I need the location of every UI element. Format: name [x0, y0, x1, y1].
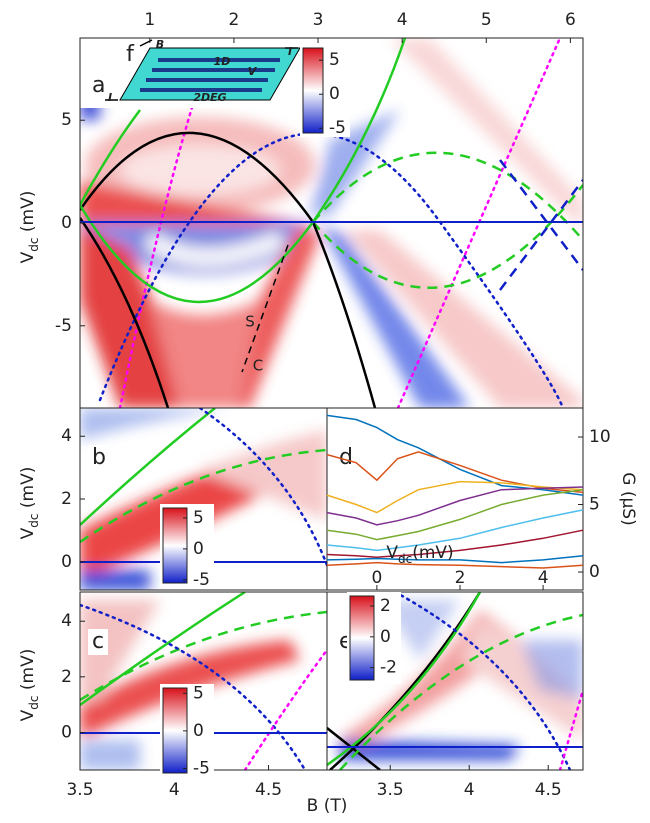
panel-label-bg	[88, 445, 108, 471]
inset-label: I	[288, 45, 292, 58]
colorbar-tick-label: 5	[193, 508, 204, 528]
x2-tick-label: 5	[481, 10, 492, 30]
label-unit: (mV)	[412, 543, 453, 563]
series-line	[326, 488, 584, 541]
axis-label: Vdc(mV)	[386, 543, 453, 566]
series-line	[326, 451, 584, 494]
inset-label: 2DEG	[193, 91, 226, 104]
colorbar-tick-label: 0	[193, 721, 204, 741]
x-tick-label: 3.5	[66, 780, 93, 800]
model-curves-e	[327, 592, 583, 770]
inset-label: V	[248, 65, 258, 78]
annotation: C	[253, 357, 263, 375]
x-tick-label: 4.5	[255, 780, 282, 800]
inset-label: I	[108, 91, 112, 104]
series-line	[326, 529, 584, 558]
colorbar-tick-label: 5	[329, 50, 340, 70]
panel-label: b	[92, 445, 106, 470]
colorbar-tick-label: 0	[193, 539, 204, 559]
series-line	[326, 509, 584, 552]
panel-label-bg	[88, 629, 108, 655]
label-sub: dc	[398, 552, 412, 566]
label-main: V	[18, 251, 38, 263]
y-tick-label: 2	[61, 667, 72, 687]
x-tick-label: 4	[464, 780, 475, 800]
colorbar-tick-label: -5	[329, 118, 346, 138]
y-tick-label: 4	[61, 611, 72, 631]
y2-tick-label: 10	[589, 427, 611, 447]
series-line	[326, 486, 584, 526]
colorbar	[302, 47, 324, 134]
label-unit: (mV)	[18, 467, 38, 514]
y-tick-label: 2	[61, 489, 72, 509]
x-axis-label: B (T)	[307, 796, 348, 816]
colorbar-tick-label: -2	[380, 658, 397, 678]
label-main: V	[18, 709, 38, 721]
x2-tick-label: 3	[313, 10, 324, 30]
panel-label: a	[92, 73, 105, 98]
device-inset	[80, 38, 301, 108]
panel-label: c	[92, 629, 104, 654]
series-line	[326, 480, 584, 514]
label-unit: (mV)	[18, 649, 38, 696]
panel-label: d	[339, 445, 353, 470]
label-main: V	[18, 527, 38, 539]
x2-tick-label: 2	[229, 10, 240, 30]
colorbar	[162, 507, 188, 584]
panel-label-bg	[335, 445, 355, 471]
x-tick-label: 3.5	[377, 780, 404, 800]
label-sub: dc	[27, 514, 41, 528]
colorbar-tick-label: 0	[380, 627, 391, 647]
inset-label: f	[126, 42, 135, 67]
y-tick-label: 0	[61, 213, 72, 233]
inset-label: B	[156, 38, 164, 51]
x-tick-label: 0	[371, 568, 382, 588]
y2-axis-label: G (μS)	[618, 472, 638, 525]
colorbar-tick-label: 5	[193, 683, 204, 703]
y-tick-label: 4	[61, 426, 72, 446]
inset-label: 1D	[214, 55, 231, 68]
panel-label-bg	[88, 73, 108, 99]
heatmap-b	[80, 408, 327, 590]
y-tick-label: 5	[61, 110, 72, 130]
y2-tick-label: 0	[589, 562, 600, 582]
axis-label: Vdc (mV)	[18, 191, 41, 264]
x2-tick-label: 1	[144, 10, 155, 30]
x2-tick-label: 4	[397, 10, 408, 30]
colorbar-tick-label: 0	[329, 84, 340, 104]
colorbar-tick-label: -5	[193, 570, 210, 590]
axis-label: Vdc (mV)	[18, 467, 41, 540]
x-tick-label: 2	[455, 568, 466, 588]
annotation: S	[245, 313, 255, 331]
colorbar-tick-label: 2	[380, 596, 391, 616]
label-unit: (mV)	[18, 191, 38, 238]
label-main: V	[386, 543, 398, 563]
label-sub: dc	[27, 696, 41, 710]
label-sub: dc	[27, 238, 41, 252]
x-tick-label: 4	[169, 780, 180, 800]
y2-tick-label: 5	[589, 495, 600, 515]
x2-tick-label: 6	[565, 10, 576, 30]
axis-label: Vdc (mV)	[18, 649, 41, 722]
y-tick-label: 0	[61, 552, 72, 572]
series-line	[326, 555, 584, 564]
x-tick-label: 4	[538, 568, 549, 588]
colorbar	[349, 595, 375, 681]
colorbar-tick-label: -5	[193, 758, 210, 778]
series-line	[326, 561, 584, 569]
x-tick-label: 4.5	[535, 780, 562, 800]
y-tick-label: -5	[55, 316, 72, 336]
y-tick-label: 0	[61, 722, 72, 742]
